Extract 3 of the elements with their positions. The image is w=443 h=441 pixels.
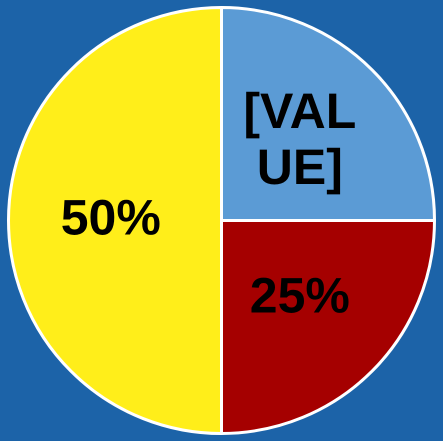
data-label: 50%: [60, 189, 161, 246]
data-label: [VALUE]: [243, 82, 356, 195]
data-label: 25%: [250, 268, 350, 324]
